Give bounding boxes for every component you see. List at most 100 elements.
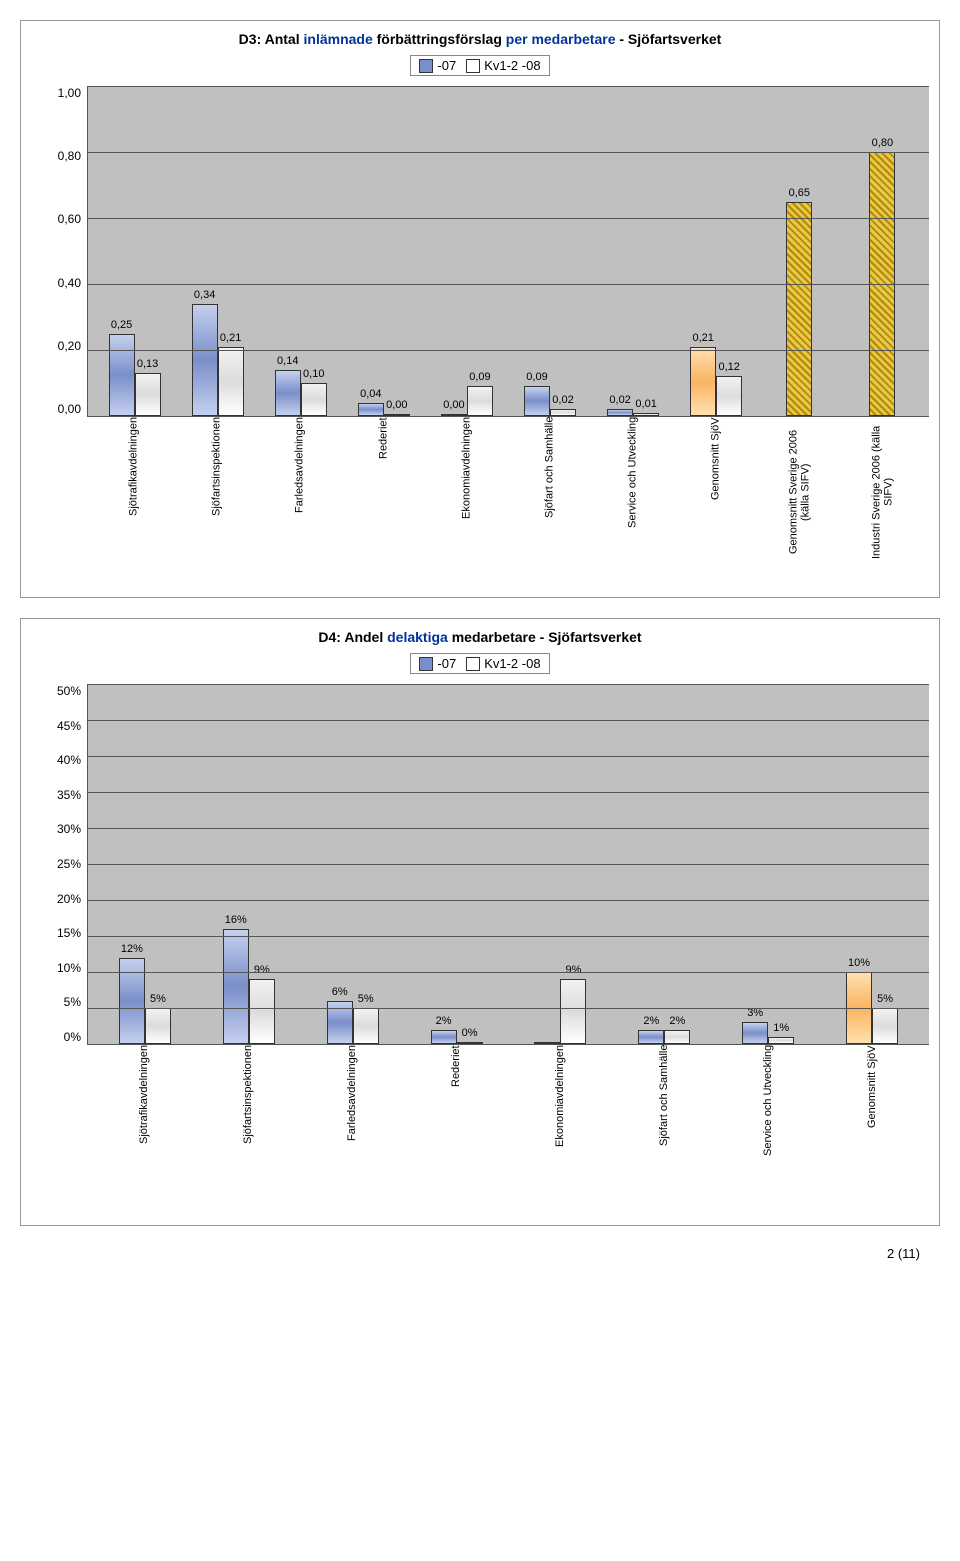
bar: 3% (742, 1022, 768, 1044)
ytick-label: 0,20 (58, 339, 81, 353)
title-part: förbättringsförslag (373, 31, 506, 47)
bar: 0,14 (275, 370, 301, 416)
x-category-label: Industri Sverige 2006 (källa SIFV) (841, 417, 924, 567)
bar: 0,04 (358, 403, 384, 416)
gridline (88, 152, 929, 153)
bar-value-label: 0,04 (360, 388, 381, 400)
bar-value-label: 9% (565, 964, 581, 976)
bar-pair: 0,040,00 (358, 86, 410, 416)
ytick-label: 0,40 (58, 276, 81, 290)
bar: 0,21 (218, 347, 244, 416)
bar: 1% (768, 1037, 794, 1044)
category: 0,040,00 (342, 86, 425, 416)
x-category-label: Ekonomiavdelningen (425, 417, 508, 567)
x-category-label: Sjötrafikavdelningen (92, 1045, 196, 1195)
category: 0,80 (841, 86, 924, 416)
bar-value-label: 1% (773, 1022, 789, 1034)
bar-value-label: 12% (121, 943, 143, 955)
bar-value-label: 0,02 (609, 394, 630, 406)
title-part: D3: Antal (239, 31, 304, 47)
title-part: - Sjöfartsverket (615, 31, 721, 47)
bar: 0,13 (135, 373, 161, 416)
category: 0,340,21 (176, 86, 259, 416)
bar: 5% (353, 1008, 379, 1044)
bar-pair: 0,21 0,12 (690, 86, 742, 416)
chart-d3-plot-wrap: 1,00 0,80 0,60 0,40 0,20 0,00 0,250,13 0,340,2… (31, 86, 929, 417)
bar-pair: 0,340,21 (192, 86, 244, 416)
category: 0,140,10 (259, 86, 342, 416)
legend-swatch-1 (419, 657, 433, 671)
category: 0,020,01 (592, 86, 675, 416)
bar: 0,09 (524, 386, 550, 416)
gridline (88, 972, 929, 973)
ytick-label: 40% (57, 753, 81, 767)
title-part-blue: delaktiga (387, 629, 448, 645)
bar: 12% (119, 958, 145, 1044)
x-category-label: Service och Utveckling (716, 1045, 820, 1195)
bar-value-label: 0,12 (718, 361, 739, 373)
bar-value-label: 16% (225, 914, 247, 926)
legend-item: -07 (419, 58, 456, 73)
x-category-label: Sjöfart och Samhälle (612, 1045, 716, 1195)
bar-value-label: 0,09 (526, 371, 547, 383)
legend-label-1: -07 (437, 58, 456, 73)
gridline (88, 936, 929, 937)
title-part: medarbetare - Sjöfartsverket (448, 629, 642, 645)
ytick-label: 0,60 (58, 212, 81, 226)
bar: 0,65 (786, 202, 812, 417)
bar: 0,02 (607, 409, 633, 416)
bar-value-label: 0,13 (137, 358, 158, 370)
ytick-label: 20% (57, 892, 81, 906)
bar-value-label: 0,80 (872, 137, 893, 149)
ytick-label: 45% (57, 719, 81, 733)
title-part-blue: per medarbetare (506, 31, 616, 47)
x-category-label: Sjöfartsinspektionen (175, 417, 258, 567)
chart-d4-xlabels: SjötrafikavdelningenSjöfartsinspektionen… (87, 1045, 929, 1195)
x-category-label: Service och Utveckling (591, 417, 674, 567)
bar-value-label: 0% (462, 1027, 478, 1039)
bar-value-label: 6% (332, 986, 348, 998)
legend-swatch-2 (466, 59, 480, 73)
x-category-label: Genomsnitt SjöV (820, 1045, 924, 1195)
bar-value-label: 3% (747, 1007, 763, 1019)
gridline (88, 756, 929, 757)
bar: 16% (223, 929, 249, 1044)
bar-value-label: 5% (150, 993, 166, 1005)
bar: 5% (872, 1008, 898, 1044)
bar-pair: 0,80 (869, 86, 895, 416)
legend-item: Kv1-2 -08 (466, 656, 540, 671)
gridline (88, 792, 929, 793)
x-category-label: Sjötrafikavdelningen (92, 417, 175, 567)
bar-value-label: 0,65 (789, 187, 810, 199)
legend-swatch-2 (466, 657, 480, 671)
bar-value-label: 0,14 (277, 355, 298, 367)
bar-value-label: 0,21 (220, 332, 241, 344)
bar-pair: 0,090,02 (524, 86, 576, 416)
x-category-label: Rederiet (404, 1045, 508, 1195)
legend-label-1: -07 (437, 656, 456, 671)
chart-d3-legend: -07 Kv1-2 -08 (410, 55, 549, 76)
legend-label-2: Kv1-2 -08 (484, 58, 540, 73)
category: 0,00 0,09 (425, 86, 508, 416)
gridline (88, 684, 929, 685)
bar-value-label: 2% (643, 1015, 659, 1027)
x-category-label: Genomsnitt Sverige 2006 (källa SIFV) (758, 417, 841, 567)
bar-value-label: 0,10 (303, 368, 324, 380)
chart-d4-plot-wrap: 50%45%40%35%30%25%20%15%10%5%0% 12%5%16%… (31, 684, 929, 1045)
legend-item: Kv1-2 -08 (466, 58, 540, 73)
bar-value-label: 0,09 (469, 371, 490, 383)
bar-pair: 0,250,13 (109, 86, 161, 416)
category: 0,250,13 (93, 86, 176, 416)
bar-value-label: 0,02 (552, 394, 573, 406)
bar-value-label: 2% (436, 1015, 452, 1027)
title-part: D4: Andel (318, 629, 387, 645)
x-category-label: Genomsnitt SjöV (674, 417, 757, 567)
bar: 9% (560, 979, 586, 1044)
legend-item: -07 (419, 656, 456, 671)
bar-pair: 0,65 (786, 86, 812, 416)
ytick-label: 1,00 (58, 86, 81, 100)
bar-value-label: 0,21 (692, 332, 713, 344)
bar-value-label: 10% (848, 957, 870, 969)
ytick-label: 30% (57, 822, 81, 836)
bar-value-label: 0,00 (443, 399, 464, 411)
